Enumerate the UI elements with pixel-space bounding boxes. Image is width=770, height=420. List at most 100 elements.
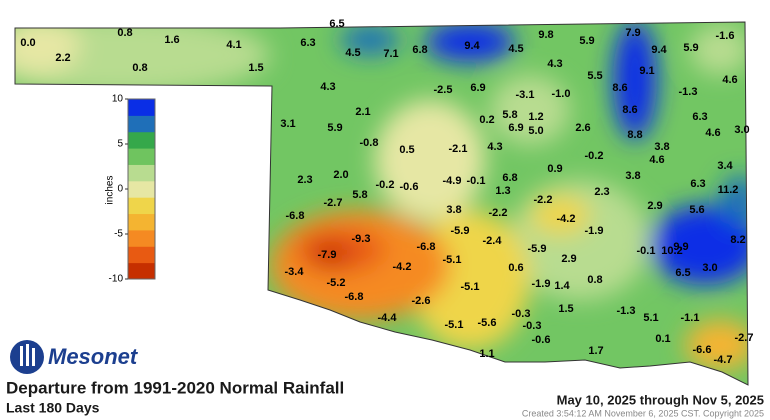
- station-value: -5.9: [451, 225, 470, 237]
- station-value: 0.8: [132, 62, 147, 74]
- station-value: 6.9: [508, 122, 523, 134]
- station-value: 2.6: [575, 122, 590, 134]
- station-value: -0.8: [360, 137, 379, 149]
- station-value: 1.4: [554, 280, 570, 292]
- station-value: -0.2: [376, 179, 395, 191]
- station-value: 2.3: [594, 186, 609, 198]
- station-value: 1.5: [248, 62, 263, 74]
- legend: inches 10 5 0 -5 -10: [105, 94, 156, 285]
- station-value: 4.3: [547, 58, 562, 70]
- station-value: 5.0: [528, 125, 543, 137]
- station-value: 2.3: [297, 174, 312, 186]
- station-value: -4.7: [714, 354, 733, 366]
- map-title: Departure from 1991-2020 Normal Rainfall: [6, 378, 344, 397]
- station-value: 3.0: [702, 262, 717, 274]
- station-value: -5.1: [443, 254, 462, 266]
- station-value: -5.1: [461, 281, 480, 293]
- station-value: 0.2: [479, 114, 494, 126]
- station-value: -4.2: [557, 213, 576, 225]
- station-value: 0.6: [508, 262, 523, 274]
- station-value: 8.6: [612, 82, 627, 94]
- station-value: 0.0: [20, 37, 35, 49]
- station-value: 2.9: [561, 253, 576, 265]
- station-value: 1.1: [479, 348, 494, 360]
- station-value: -2.2: [489, 207, 508, 219]
- station-value: 8.8: [627, 129, 642, 141]
- station-value: 9.4: [464, 40, 480, 52]
- station-value: -0.2: [585, 150, 604, 162]
- station-value: 3.8: [446, 204, 461, 216]
- map-subtitle: Last 180 Days: [6, 400, 100, 416]
- station-value: -6.6: [693, 344, 712, 356]
- station-value: -0.1: [467, 175, 486, 187]
- station-value: 10.2: [661, 245, 682, 257]
- station-value: -5.9: [528, 243, 547, 255]
- station-value: -0.6: [400, 181, 419, 193]
- station-value: 0.9: [547, 163, 562, 175]
- station-value: 5.8: [352, 189, 367, 201]
- station-value: 8.6: [622, 104, 637, 116]
- station-value: 3.1: [280, 118, 295, 130]
- color-swatch: [128, 262, 155, 280]
- station-value: -0.3: [523, 320, 542, 332]
- station-value: 4.6: [722, 74, 737, 86]
- station-value: 0.1: [655, 333, 670, 345]
- station-value: 8.2: [730, 234, 745, 246]
- color-swatch: [128, 213, 155, 231]
- station-value: -9.3: [352, 233, 371, 245]
- station-value: -1.1: [681, 312, 700, 324]
- station-value: 11.2: [718, 184, 739, 196]
- state-outline: [14, 21, 749, 386]
- station-value: -1.6: [716, 30, 735, 42]
- station-value: 6.8: [412, 44, 427, 56]
- station-value: 6.5: [675, 267, 690, 279]
- station-value: -1.9: [532, 278, 551, 290]
- station-value: 4.5: [345, 47, 360, 59]
- station-value: 9.9: [673, 241, 688, 253]
- station-value: 7.1: [383, 48, 398, 60]
- legend-tick-label: 10: [112, 94, 124, 105]
- legend-tick-label: -5: [114, 229, 123, 240]
- station-value: -5.6: [478, 317, 497, 329]
- station-value: -0.3: [512, 308, 531, 320]
- station-value: -2.6: [412, 295, 431, 307]
- station-value: 3.8: [654, 141, 669, 153]
- station-value: 3.4: [717, 160, 733, 172]
- legend-tick-label: 5: [117, 139, 123, 150]
- station-value: 3.0: [734, 124, 749, 136]
- station-value: 1.7: [588, 345, 603, 357]
- station-value: -0.6: [532, 334, 551, 346]
- station-value: -1.9: [585, 225, 604, 237]
- station-value: -2.7: [735, 332, 754, 344]
- station-value: 6.8: [502, 172, 517, 184]
- station-value: 1.5: [558, 303, 573, 315]
- station-value: 5.9: [327, 122, 342, 134]
- station-value: 1.3: [495, 185, 510, 197]
- station-value: 0.8: [117, 27, 132, 39]
- station-value: 4.6: [649, 154, 664, 166]
- station-value: 4.5: [508, 43, 523, 55]
- station-value: 0.8: [587, 274, 602, 286]
- station-value: 9.1: [639, 65, 654, 77]
- station-value: 5.9: [579, 35, 594, 47]
- color-swatch: [128, 148, 155, 165]
- station-value: 0.5: [399, 144, 414, 156]
- station-value: 9.4: [651, 44, 667, 56]
- station-value: 4.3: [487, 141, 502, 153]
- station-value: -2.4: [483, 235, 503, 247]
- color-swatch: [128, 115, 155, 133]
- station-value: 4.6: [705, 127, 720, 139]
- station-labels: 0.0 2.2 0.8 1.6 0.8 4.1 1.5 6.5 6.3 4.5 7.1 6.8 9.4 4…: [20, 18, 753, 366]
- date-range: May 10, 2025 through Nov 5, 2025: [557, 392, 764, 407]
- color-swatch: [128, 99, 155, 116]
- color-swatch: [128, 164, 155, 182]
- station-value: -4.2: [393, 261, 412, 273]
- station-value: 2.9: [647, 200, 662, 212]
- station-value: -2.1: [449, 143, 468, 155]
- legend-tick-label: 0: [117, 184, 123, 195]
- station-value: -6.8: [417, 241, 436, 253]
- station-value: -2.5: [434, 84, 453, 96]
- station-value: 7.9: [625, 27, 640, 39]
